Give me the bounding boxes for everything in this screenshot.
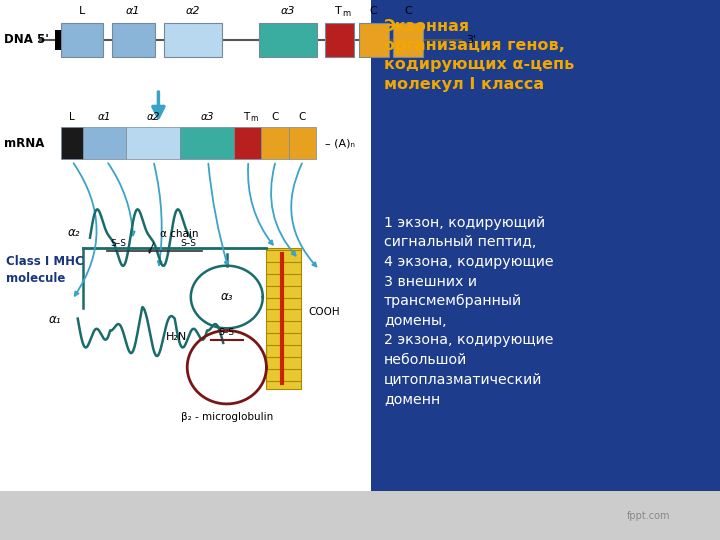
FancyBboxPatch shape — [164, 23, 222, 57]
Bar — [266, 248, 301, 389]
Text: 1 экзон, кодирующий
сигнальный пептид,
4 экзона, кодирующие
3 внешних и
трансмем: 1 экзон, кодирующий сигнальный пептид, 4… — [384, 216, 554, 406]
Text: – (A)ₙ: – (A)ₙ — [325, 138, 355, 148]
Text: T: T — [335, 5, 341, 16]
FancyBboxPatch shape — [259, 23, 317, 57]
Text: C: C — [405, 5, 412, 16]
Text: β₂ - microglobulin: β₂ - microglobulin — [181, 412, 273, 422]
Text: C: C — [299, 111, 306, 122]
FancyBboxPatch shape — [261, 127, 289, 159]
Text: α2: α2 — [146, 111, 160, 122]
Text: α₁: α₁ — [49, 313, 61, 326]
FancyBboxPatch shape — [234, 127, 261, 159]
Bar — [371, 0, 720, 491]
Text: m: m — [343, 9, 351, 18]
Text: S–S: S–S — [111, 239, 127, 248]
Text: L: L — [79, 5, 85, 16]
Text: C: C — [271, 111, 279, 122]
Text: α1: α1 — [98, 111, 111, 122]
FancyBboxPatch shape — [289, 127, 316, 159]
Text: T: T — [243, 111, 249, 122]
Text: 3': 3' — [467, 35, 477, 45]
Text: α chain: α chain — [160, 228, 198, 239]
Text: Class I MHC
molecule: Class I MHC molecule — [6, 255, 84, 285]
Bar — [0, 159, 371, 540]
FancyBboxPatch shape — [61, 127, 83, 159]
Text: m: m — [250, 114, 257, 123]
Text: S–S: S–S — [219, 328, 235, 337]
FancyBboxPatch shape — [359, 23, 389, 57]
Text: fppt.com: fppt.com — [626, 511, 670, 521]
FancyBboxPatch shape — [83, 127, 126, 159]
Text: α2: α2 — [186, 5, 200, 16]
Text: H₂N: H₂N — [166, 332, 187, 342]
FancyBboxPatch shape — [112, 23, 155, 57]
Text: Экзонная
организация генов,
кодирующих α-цепь
молекул I класса: Экзонная организация генов, кодирующих α… — [384, 19, 574, 91]
Text: α₂: α₂ — [68, 226, 81, 239]
Text: C: C — [370, 5, 377, 16]
Text: α₃: α₃ — [220, 291, 233, 303]
FancyBboxPatch shape — [180, 127, 234, 159]
FancyBboxPatch shape — [61, 23, 103, 57]
Text: L: L — [69, 111, 75, 122]
Text: S–S: S–S — [181, 239, 197, 248]
Text: α1: α1 — [126, 5, 140, 16]
Bar — [0, 491, 720, 540]
FancyBboxPatch shape — [325, 23, 354, 57]
Text: DNA 5': DNA 5' — [4, 33, 48, 46]
Text: mRNA: mRNA — [4, 137, 44, 150]
Bar — [55, 30, 61, 50]
FancyBboxPatch shape — [393, 23, 423, 57]
Text: α3: α3 — [281, 5, 295, 16]
Bar — [0, 0, 371, 540]
Text: α3: α3 — [200, 111, 214, 122]
Text: COOH: COOH — [308, 307, 340, 316]
FancyBboxPatch shape — [126, 127, 180, 159]
